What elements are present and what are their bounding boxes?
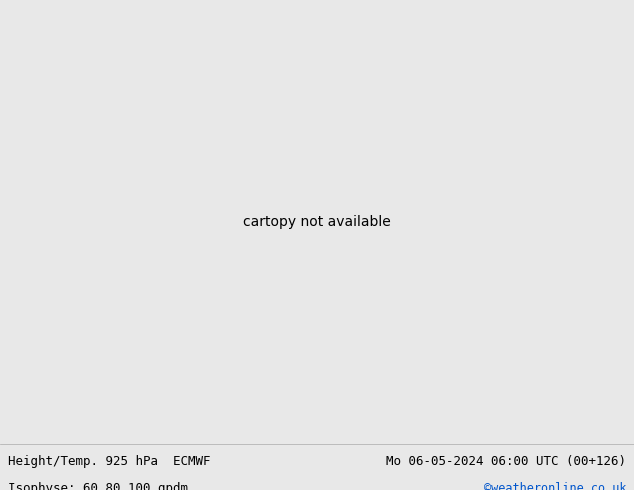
Text: ©weatheronline.co.uk: ©weatheronline.co.uk: [484, 482, 626, 490]
Text: Height/Temp. 925 hPa  ECMWF: Height/Temp. 925 hPa ECMWF: [8, 455, 210, 468]
Text: cartopy not available: cartopy not available: [243, 215, 391, 229]
Text: Isophyse: 60 80 100 gpdm: Isophyse: 60 80 100 gpdm: [8, 482, 188, 490]
Text: Mo 06-05-2024 06:00 UTC (00+126): Mo 06-05-2024 06:00 UTC (00+126): [386, 455, 626, 468]
